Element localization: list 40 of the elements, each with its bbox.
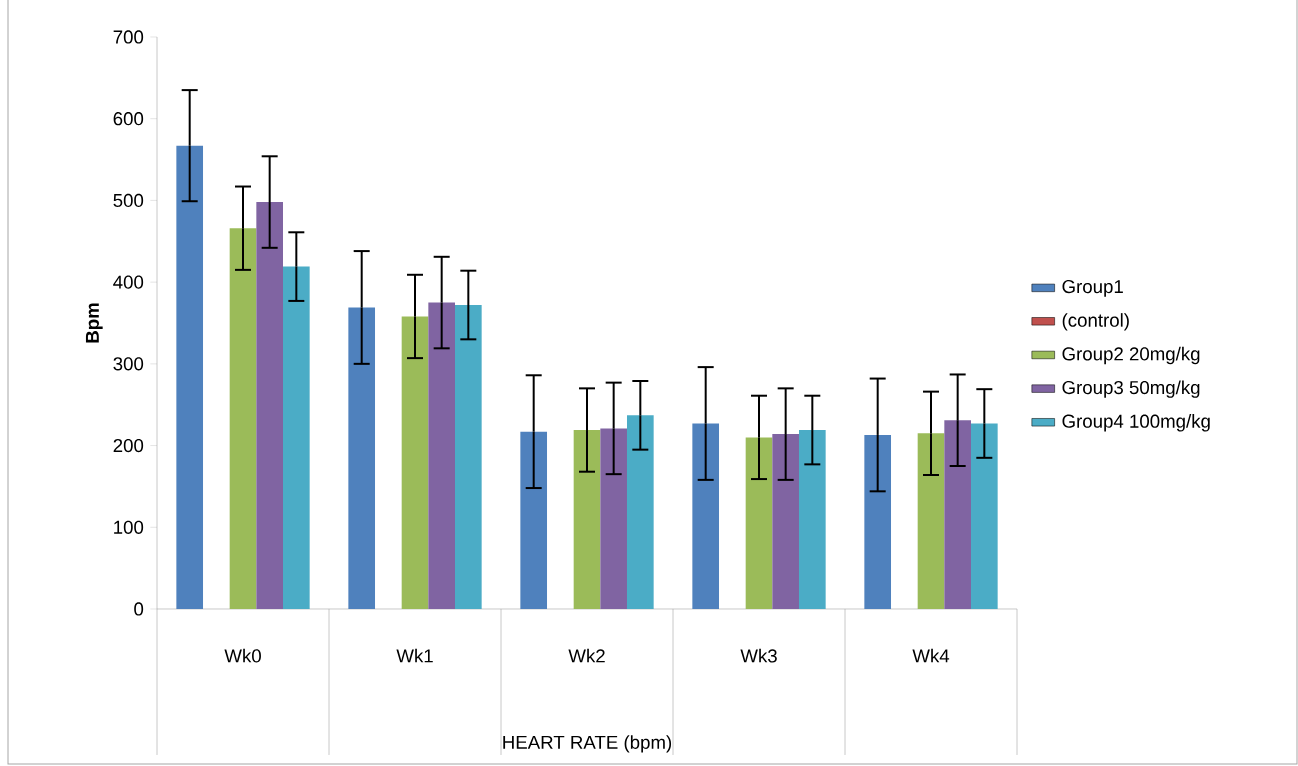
bar <box>401 316 429 609</box>
x-tick-label: Wk4 <box>912 648 950 663</box>
bar <box>256 202 283 609</box>
bar <box>229 228 257 609</box>
y-tick-label: 0 <box>134 602 144 616</box>
x-tick-label: Wk2 <box>568 648 605 663</box>
y-tick-label: 500 <box>113 193 144 208</box>
y-tick-label: 400 <box>113 275 144 289</box>
bar <box>600 428 627 609</box>
bar <box>745 437 773 609</box>
x-tick-label: Wk3 <box>740 648 777 663</box>
bar <box>799 430 826 609</box>
y-tick-label: 700 <box>113 30 144 44</box>
bar <box>455 305 482 609</box>
legend-label: Group3 50mg/kg <box>1062 380 1200 398</box>
bar <box>627 415 654 609</box>
bar <box>864 434 892 609</box>
x-tick-label: Wk1 <box>396 648 433 663</box>
x-axis-title: HEART RATE (bpm) <box>503 735 672 753</box>
bar <box>348 307 376 609</box>
legend-label: (control) <box>1062 313 1129 331</box>
bar <box>917 433 945 609</box>
legend-label: Group2 20mg/kg <box>1062 346 1200 365</box>
bar <box>944 420 971 609</box>
bar <box>283 266 310 609</box>
bar <box>692 423 720 609</box>
bar <box>428 302 455 609</box>
bar <box>970 423 998 609</box>
legend-label: Group4 100mg/kg <box>1062 414 1210 432</box>
legend-label: Group1 <box>1062 279 1123 297</box>
bar <box>520 431 548 609</box>
y-tick-label: 200 <box>113 438 144 453</box>
bar <box>176 145 204 609</box>
bar <box>772 434 799 609</box>
y-tick-label: 600 <box>113 112 144 126</box>
x-tick-label: Wk0 <box>224 648 261 663</box>
y-axis-title: Bpm <box>85 303 103 343</box>
bar <box>573 430 601 609</box>
y-tick-label: 100 <box>114 520 144 534</box>
y-tick-label: 300 <box>113 357 144 371</box>
